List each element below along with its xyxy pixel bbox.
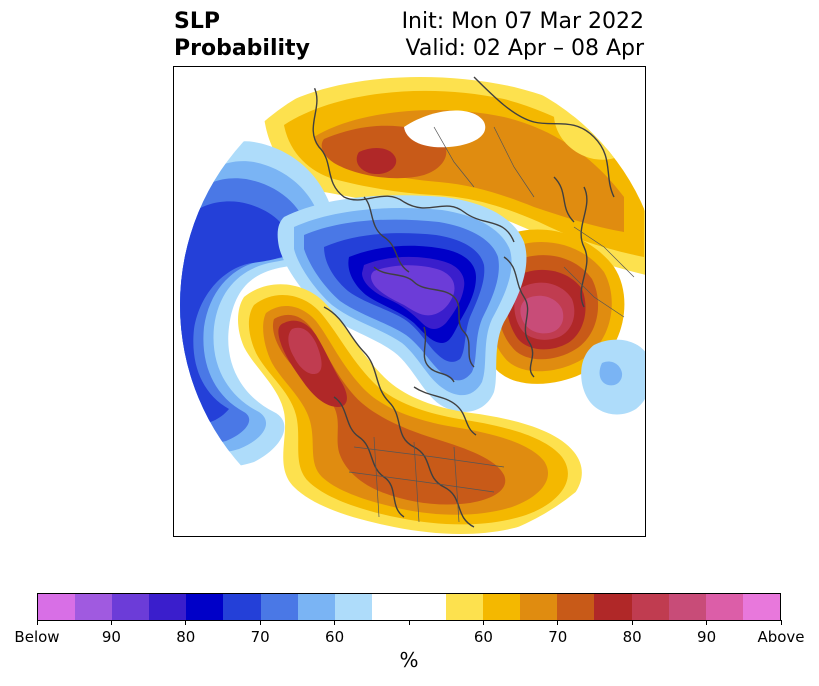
colorbar-segment [631,594,669,620]
colorbar-segment [483,594,521,620]
colorbar-segment [557,594,595,620]
colorbar-tick-label: 60 [325,628,345,646]
colorbar-tick [706,620,708,625]
colorbar-tick [259,620,261,625]
colorbar-segment [260,594,298,620]
colorbar-tick-label: 60 [473,628,493,646]
product-label: Probability [174,36,310,61]
colorbar-tick-label: 70 [250,628,270,646]
probability-map [173,66,646,537]
date-info: Init: Mon 07 Mar 2022 Valid: 02 Apr – 08… [402,8,644,62]
colorbar-tick-label: 80 [622,628,642,646]
colorbar-units: % [399,648,419,672]
init-date: Init: Mon 07 Mar 2022 [401,9,644,34]
colorbar-tick-label: 90 [697,628,717,646]
colorbar-tick [780,620,782,625]
colorbar-tick-label: 90 [101,628,121,646]
colorbar-tick [334,620,336,625]
colorbar-segment [371,594,409,620]
map-title: SLP Probability [174,8,310,62]
colorbar-tick-label: 80 [176,628,196,646]
colorbar-segment [186,594,224,620]
map-svg [180,67,645,536]
colorbar-segment [446,594,484,620]
colorbar-segment [149,594,187,620]
colorbar-tick [185,620,187,625]
colorbar-tick [110,620,112,625]
below-anomaly-arctic [277,195,527,412]
colorbar-tick [36,620,38,625]
below-anomaly-europe [581,339,645,415]
colorbar-segment [520,594,558,620]
valid-range: Valid: 02 Apr – 08 Apr [405,36,645,61]
colorbar-segment [38,594,76,620]
colorbar-segment [594,594,632,620]
colorbar-segment [705,594,743,620]
colorbar-segment [334,594,372,620]
colorbar-segment [112,594,150,620]
colorbar-segment [742,594,780,620]
colorbar-segment [297,594,335,620]
colorbar-tick-label: Below [14,628,60,646]
above-anomaly-eurasia [264,77,645,277]
colorbar-tick [482,620,484,625]
colorbar-segment [223,594,261,620]
colorbar-segment [408,594,447,620]
colorbar-segment [668,594,706,620]
colorbar-tick-label: Above [757,628,805,646]
colorbar-segment [75,594,113,620]
above-anomaly-north-america [238,284,582,534]
colorbar-tick [631,620,633,625]
colorbar-tick [557,620,559,625]
variable-label: SLP [174,9,220,34]
colorbar-tick [408,620,410,625]
colorbar-tick-label: 70 [548,628,568,646]
colorbar [37,593,781,621]
borders [348,126,635,523]
